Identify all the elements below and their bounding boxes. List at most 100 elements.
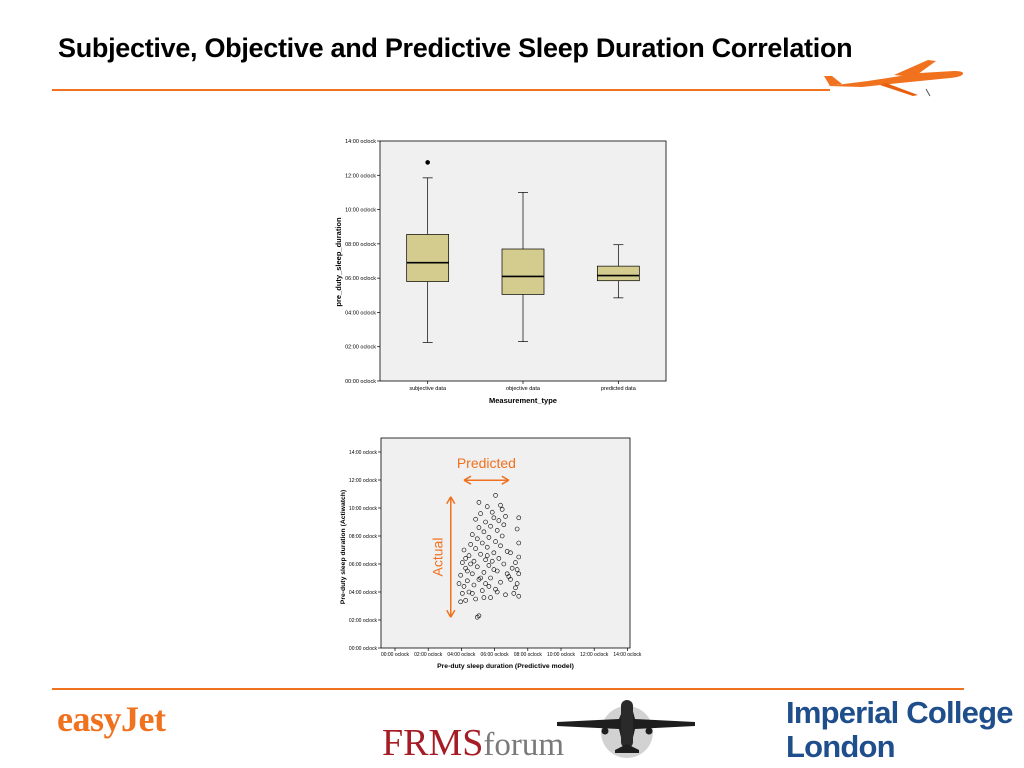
boxplot-box [596, 265, 640, 282]
scatter-data-point [501, 522, 507, 528]
actual-arrow-top-head [446, 496, 456, 505]
scatter-data-point [458, 572, 463, 578]
imperial-college-logo: Imperial College London [786, 696, 1013, 764]
scatter-data-point [508, 550, 513, 556]
scatter-data-point [516, 571, 522, 577]
scatter-data-point [498, 579, 503, 585]
boxplot-y-tick-label: 14:00 oclock [345, 139, 376, 145]
scatter-data-point [481, 595, 487, 600]
scatter-x-tick-label: 12:00 oclock [580, 652, 609, 658]
actual-annotation-label: Actual [430, 538, 446, 577]
predicted-annotation-label: Predicted [457, 455, 516, 471]
scatter-data-point [468, 561, 473, 567]
title-divider [52, 89, 830, 91]
scatter-data-point [478, 511, 483, 516]
scatter-data-point [491, 567, 497, 572]
scatter-data-point [474, 564, 480, 570]
scatter-data-point [469, 532, 475, 537]
scatter-x-tick-label: 06:00 oclock [481, 652, 510, 658]
scatter-data-point [473, 596, 478, 602]
boxplot-outlier-point [425, 160, 430, 165]
scatter-data-point [496, 556, 502, 561]
scatter-x-tick-label: 04:00 oclock [447, 652, 476, 658]
scatter-data-point [466, 553, 472, 558]
scatter-data-point [460, 560, 465, 565]
scatter-y-tick-label: 10:00 oclock [349, 506, 378, 512]
scatter-data-point [476, 525, 482, 530]
scatter-data-point [516, 554, 522, 560]
boxplot-x-tick-label: predicted data [601, 386, 637, 392]
scatter-data-point [479, 540, 485, 546]
scatter-data-point [508, 577, 513, 582]
predicted-arrow-left-head [463, 475, 472, 485]
scatter-y-tick-label: 04:00 oclock [349, 590, 378, 596]
actual-arrow-bottom-head [446, 609, 456, 618]
scatter-data-point [478, 551, 483, 557]
scatter-data-point [471, 558, 477, 564]
imperial-logo-line1: Imperial College [786, 695, 1013, 730]
scatter-y-tick-label: 00:00 oclock [349, 646, 378, 652]
scatter-data-point [513, 560, 518, 565]
scatter-data-point [486, 563, 492, 568]
predicted-arrow-right-head [501, 475, 510, 485]
scatter-x-axis-label: Pre-duty sleep duration (Predictive mode… [437, 663, 574, 670]
scatter-data-point [481, 529, 487, 535]
boxplot-y-axis-label: pre_duty_sleep_duration [334, 217, 343, 307]
footer-divider [52, 688, 964, 690]
scatter-data-point [461, 584, 467, 589]
boxplot-x-tick-label: objective data [506, 386, 541, 392]
airplane-logo-icon [824, 60, 964, 97]
scatter-data-point [469, 591, 475, 596]
scatter-data-point [491, 515, 497, 521]
scatter-data-point [499, 533, 505, 539]
scatter-data-point [469, 571, 475, 577]
scatter-data-point [503, 514, 508, 519]
scatter-data-point [494, 589, 500, 595]
scatter-y-tick-label: 02:00 oclock [349, 618, 378, 624]
boxplot-x-axis-label: Measurement_type [489, 396, 557, 405]
scatter-data-point [484, 553, 490, 558]
boxplot-y-tick-label: 10:00 oclock [345, 208, 376, 214]
frms-logo-sub: forum [483, 727, 565, 763]
scatter-x-tick-label: 00:00 oclock [381, 652, 410, 658]
scatter-data-point [493, 493, 498, 498]
scatter-data-point [463, 598, 468, 603]
scatter-data-point [496, 518, 502, 523]
boxplot-y-tick-label: 08:00 oclock [345, 242, 376, 248]
easyjet-logo: easyJet [57, 699, 166, 739]
scatter-data-point [476, 500, 482, 505]
scatter-data-point [484, 544, 490, 550]
frms-forum-logo: FRMSforum [382, 724, 564, 762]
scatter-data-point [514, 526, 520, 532]
scatter-data-point [493, 539, 498, 544]
slide-title: Subjective, Objective and Predictive Sle… [58, 33, 853, 63]
scatter-plot-area [380, 437, 631, 649]
imperial-logo-line2: London [786, 729, 896, 764]
boxplot-y-tick-label: 12:00 oclock [345, 173, 376, 179]
scatter-data-point [465, 568, 470, 574]
scatter-data-point [499, 507, 505, 512]
scatter-data-point [461, 547, 467, 553]
scatter-data-point [488, 575, 493, 581]
scatter-x-tick-label: 10:00 oclock [547, 652, 576, 658]
scatter-x-tick-label: 02:00 oclock [414, 652, 443, 658]
boxplot-y-tick-label: 04:00 oclock [345, 310, 376, 316]
scatter-data-point [468, 542, 473, 547]
scatter-data-point [486, 584, 492, 589]
scatter-data-point [516, 540, 522, 546]
scatter-data-point [486, 535, 492, 540]
boxplot-y-tick-label: 02:00 oclock [345, 345, 376, 351]
scatter-data-point [511, 591, 517, 596]
scatter-data-point [498, 543, 503, 549]
scatter-data-point [516, 593, 522, 599]
scatter-data-point [460, 591, 465, 596]
scatter-data-point [471, 582, 477, 588]
scatter-data-point [463, 556, 468, 561]
scatter-data-point [509, 565, 515, 571]
scatter-y-tick-label: 14:00 oclock [349, 450, 378, 456]
scatter-data-point [456, 581, 462, 586]
scatter-data-point [473, 546, 478, 551]
scatter-data-point [516, 515, 522, 521]
scatter-data-point [488, 523, 493, 529]
